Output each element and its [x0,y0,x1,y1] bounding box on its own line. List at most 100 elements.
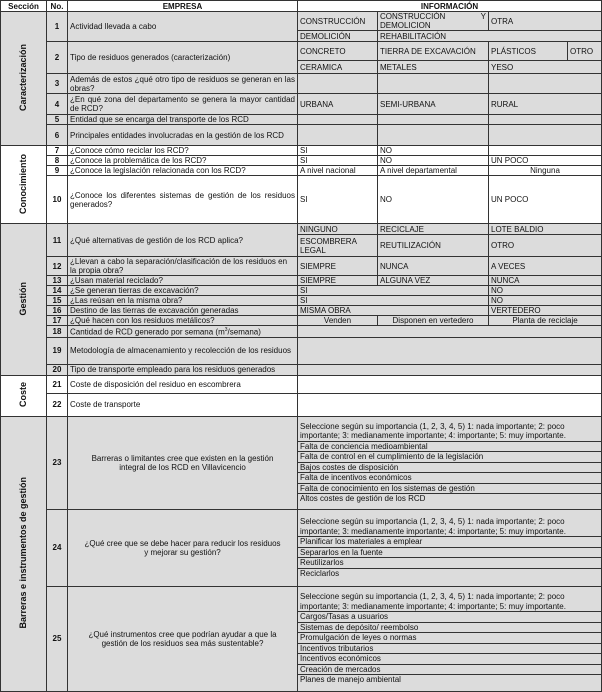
row-number: 7 [46,145,68,156]
question: Coste de transporte [67,392,298,417]
option: SI [297,295,489,306]
answer-cell [487,145,602,156]
question: ¿Qué alternativas de gestión de los RCD … [67,223,298,257]
row-number: 22 [46,392,68,417]
option: METALES [377,60,489,74]
options-list: Seleccione según su importancia (1, 2, 3… [296,508,602,587]
option: NO [487,285,602,296]
option: RECICLAJE [377,223,489,235]
option: Promulgación de leyes o normas [298,633,601,644]
row-number: 21 [46,374,68,394]
section-gestion: Gestión [0,223,47,376]
row-number: 3 [46,73,68,94]
answer-cell [377,73,489,94]
header-no: No. [46,0,68,12]
option: Planificar los materiales a emplear [298,537,601,548]
option: CONSTRUCCIÓN [297,11,378,31]
question: Destino de las tierras de excavación gen… [67,305,298,316]
row-number: 24 [46,508,68,587]
section-barreras: Barreras e instrumentos de gestión [0,415,47,692]
question: ¿Conoce la problemática de los RCD? [67,155,298,166]
row-number: 11 [46,223,68,257]
row-number: 15 [46,295,68,306]
section-coste: Coste [0,374,47,417]
option: Bajos costes de disposición [298,463,601,474]
answer-cell [296,325,602,338]
option: Reciclarlos [300,568,340,578]
option: Seleccione según su importancia (1, 2, 3… [298,422,601,442]
option: CERAMICA [297,60,378,74]
answer-cell [296,336,602,365]
question: Tipo de residuos generados (caracterizac… [67,41,298,74]
option: VERTEDERO [487,305,602,316]
option: NO [377,155,489,166]
answer-cell [296,374,602,394]
option: SEMI-URBANA [377,93,489,115]
option: Falta de control en el cumplimiento de l… [298,452,601,463]
question: Coste de disposición del residuo en esco… [67,374,298,394]
option: TIERRA DE EXCAVACIÓN [377,41,489,61]
option: NUNCA [487,275,602,286]
option: SI [297,175,378,224]
option: ALGUNA VEZ [377,275,489,286]
option: A nivel departamental [377,165,489,176]
row-number: 4 [46,93,68,115]
answer-cell [296,392,602,417]
option: Seleccione según su importancia (1, 2, 3… [298,592,601,613]
option: MISMA OBRA [297,305,489,316]
question: ¿Conoce cómo reciclar los RCD? [67,145,298,156]
option: Falta de incentivos económicos [298,473,601,484]
row-number: 14 [46,285,68,296]
answer-cell [297,124,378,146]
question: ¿Qué instrumentos cree que podrían ayuda… [67,585,298,692]
answer-cell [297,73,378,94]
option: Planes de manejo ambiental [300,675,401,685]
option: REUTILIZACIÓN [377,234,489,257]
question: ¿Se generan tierras de excavación? [67,285,298,296]
option: A nivel nacional [297,165,378,176]
question: ¿Conoce la legislación relacionada con l… [67,165,298,176]
answer-cell [487,114,602,125]
row-number: 23 [46,415,68,510]
option: SI [297,285,489,296]
option: NO [377,145,489,156]
row-number: 12 [46,256,68,276]
row-number: 17 [46,315,68,326]
row-number: 2 [46,41,68,74]
option: Incentivos económicos [298,654,601,665]
option: SI [297,155,378,166]
option: Seleccione según su importancia (1, 2, 3… [298,517,601,538]
answer-cell [487,124,602,146]
option: CONSTRUCCIÓN Y DEMOLICION [377,11,489,31]
answer-cell [377,114,489,125]
option: Falta de conciencia medioambiental [298,442,601,453]
row-number: 16 [46,305,68,316]
option: Separarlos en la fuente [298,548,601,559]
header-empresa: EMPRESA [67,0,298,12]
options-list: Seleccione según su importancia (1, 2, 3… [296,585,602,692]
question: Metodología de almacenamiento y recolecc… [67,336,298,365]
option: Falta de conocimiento en los sistemas de… [298,484,601,495]
option: ESCOMBRERA LEGAL [297,234,378,257]
option: Venden [297,315,378,326]
row-number: 1 [46,11,68,42]
question: Barreras o limitantes cree que existen e… [67,415,298,510]
option: Cargos/Tasas a usuarios [298,612,601,623]
answer-cell [487,73,602,94]
question: ¿Llevan a cabo la separación/clasificaci… [67,256,298,276]
option: NINGUNO [297,223,378,235]
question: ¿Qué hacen con los residuos metálicos? [67,315,298,326]
option: UN POCO [487,155,602,166]
question: Actividad llevada a cabo [67,11,298,42]
question: Entidad que se encarga del transporte de… [67,114,298,125]
answer-cell [297,114,378,125]
option: PLÁSTICOS [488,41,568,61]
option: Sistemas de depósito/ reembolso [298,623,601,634]
option: RURAL [487,93,602,115]
row-number: 18 [46,325,68,338]
question: Principales entidades involucradas en la… [67,124,298,146]
row-number: 19 [46,336,68,365]
row-number: 5 [46,114,68,125]
question: Además de estos ¿qué otro tipo de residu… [67,73,298,94]
